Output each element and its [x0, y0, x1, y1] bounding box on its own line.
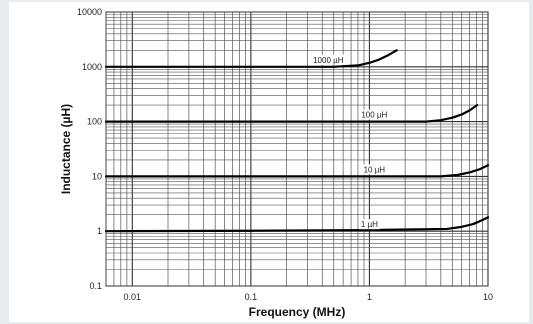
- series-label-1: 1000 µH: [313, 56, 344, 65]
- x-tick-labels: 0.01 0.1 1 10: [124, 292, 493, 302]
- series-label-3: 10 µH: [364, 165, 386, 174]
- series-line-4: [104, 216, 490, 233]
- y-tick-label: 0.1: [89, 281, 102, 291]
- y-tick-label: 1000: [82, 62, 102, 72]
- grid: [105, 11, 489, 287]
- series-label-bg-2: [359, 109, 390, 120]
- y-tick-label: 100: [87, 117, 102, 127]
- series-label-bg-4: [358, 219, 381, 230]
- series-line-1: [104, 49, 398, 68]
- series-line-3: [104, 164, 490, 178]
- plot-area: [105, 11, 489, 287]
- x-tick-label: 0.01: [124, 292, 142, 302]
- series-label-bg-3: [361, 164, 388, 175]
- y-tick-label: 10000: [77, 7, 102, 17]
- y-axis-label: Inductance (µH): [59, 104, 73, 194]
- x-tick-label: 10: [483, 292, 493, 302]
- x-tick-label: 0.1: [245, 292, 258, 302]
- series-line-2: [104, 104, 479, 123]
- x-tick-label: 1: [367, 292, 372, 302]
- series-label-bg-1: [311, 54, 346, 65]
- x-axis-label: Frequency (MHz): [249, 305, 346, 319]
- y-tick-labels: 10000 1000 100 10 1 0.1: [77, 7, 102, 291]
- y-tick-label: 1: [97, 226, 102, 236]
- series-label-4: 1 µH: [361, 220, 378, 229]
- y-tick-label: 10: [92, 171, 102, 181]
- series-label-2: 100 µH: [361, 111, 387, 120]
- series-group: [104, 49, 490, 233]
- curve-labels: 1000 µH 100 µH 10 µH 1 µH: [311, 54, 390, 230]
